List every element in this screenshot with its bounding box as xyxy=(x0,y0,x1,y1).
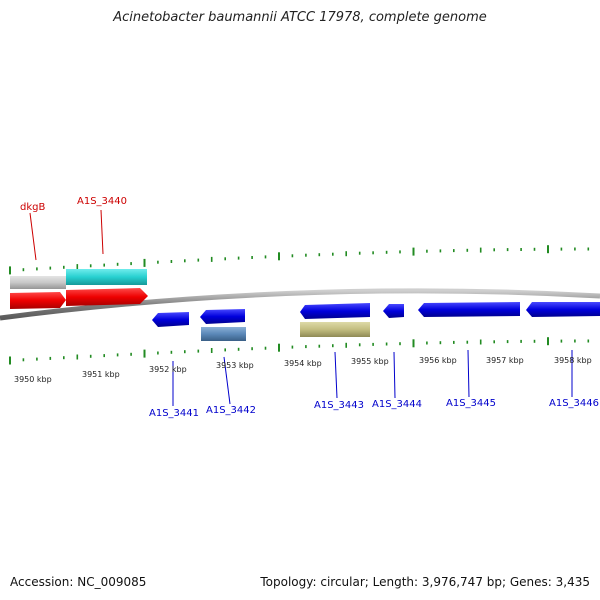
gene-label-A1S-3444[interactable]: A1S_3444 xyxy=(372,399,422,410)
scale-label: 3950 kbp xyxy=(14,375,52,384)
gene-label-A1S-3442[interactable]: A1S_3442 xyxy=(206,405,256,416)
scale-label: 3953 kbp xyxy=(216,361,254,370)
feature-bar-khaki[interactable] xyxy=(300,322,370,337)
forward-scale-ticks xyxy=(9,245,590,275)
genome-backbone xyxy=(0,288,600,321)
gene-arrow-A1S-3443[interactable] xyxy=(300,303,370,319)
gene-label-dkgB[interactable]: dkgB xyxy=(20,202,45,213)
gene-arrow-A1S-3441[interactable] xyxy=(152,312,189,327)
gene-arrow-A1S-3444[interactable] xyxy=(383,304,404,318)
gene-arrow-A1S-3445[interactable] xyxy=(418,302,520,317)
gene-label-A1S-3446[interactable]: A1S_3446 xyxy=(549,398,599,409)
scale-label: 3954 kbp xyxy=(284,359,322,368)
scale-labels: 3950 kbp 3951 kbp 3952 kbp 3953 kbp 3954… xyxy=(14,356,592,384)
accession-label: Accession: NC_009085 xyxy=(10,575,147,589)
feature-bar-cyan[interactable] xyxy=(66,269,147,285)
genome-summary: Topology: circular; Length: 3,976,747 bp… xyxy=(260,575,590,589)
gene-label-A1S-3440[interactable]: A1S_3440 xyxy=(77,196,127,207)
gene-arrow-dkgB[interactable] xyxy=(10,292,66,309)
gene-label-A1S-3445[interactable]: A1S_3445 xyxy=(446,398,496,409)
gene-label-A1S-3441[interactable]: A1S_3441 xyxy=(149,408,199,419)
scale-label: 3951 kbp xyxy=(82,370,120,379)
scale-label: 3955 kbp xyxy=(351,357,389,366)
gene-arrow-A1S-3440[interactable] xyxy=(66,288,148,306)
gene-label-A1S-3443[interactable]: A1S_3443 xyxy=(314,400,364,411)
forward-gene-labels: dkgB A1S_3440 xyxy=(20,196,127,213)
label-connectors xyxy=(29,209,573,406)
gene-arrow-A1S-3442[interactable] xyxy=(200,309,245,324)
scale-label: 3952 kbp xyxy=(149,365,187,374)
map-title: Acinetobacter baumannii ATCC 17978, comp… xyxy=(113,10,487,25)
reverse-gene-labels: A1S_3441 A1S_3442 A1S_3443 A1S_3444 A1S_… xyxy=(149,398,599,419)
scale-label: 3958 kbp xyxy=(554,356,592,365)
feature-bar-gray[interactable] xyxy=(10,276,66,289)
gene-arrow-A1S-3446[interactable] xyxy=(526,302,600,317)
reverse-scale-ticks xyxy=(9,337,590,365)
scale-label: 3956 kbp xyxy=(419,356,457,365)
scale-label: 3957 kbp xyxy=(486,356,524,365)
feature-bar-steelblue[interactable] xyxy=(201,327,246,341)
